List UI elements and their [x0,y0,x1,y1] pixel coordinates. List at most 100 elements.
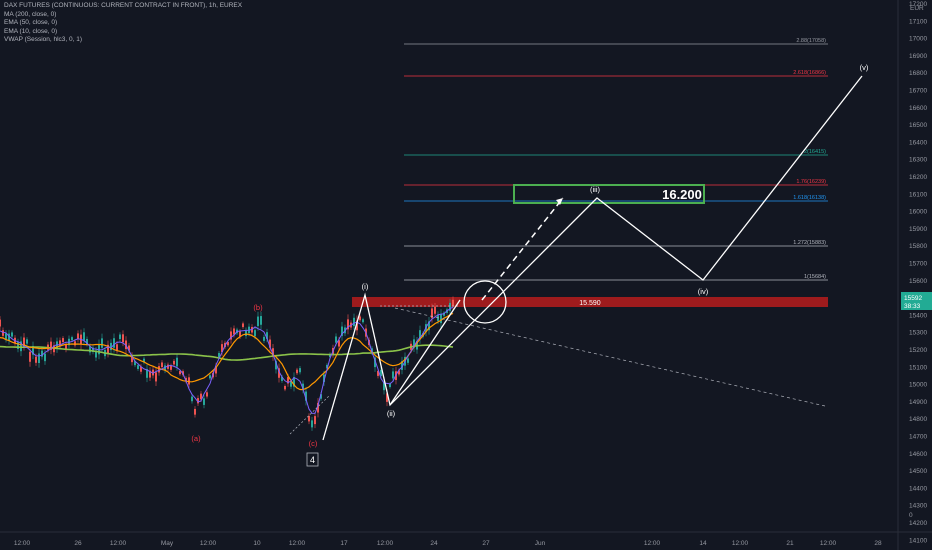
candle-body [239,331,241,337]
legend-ema10[interactable]: EMA (10, close, 0) [4,27,58,35]
candle-body [323,374,325,383]
candle-body [98,344,100,355]
trendline-dashed-small[interactable] [289,394,331,435]
price-axis[interactable]: 17200 17100 17000 16900 16800 16700 16600 16500… [909,1,927,544]
candle-body [335,336,337,343]
price-tick-label: 16500 [909,122,927,129]
legend-ma200[interactable]: MA (200, close, 0) [4,10,57,18]
candle-body [311,420,313,428]
candle-body [209,375,211,379]
candle-body [359,316,361,321]
time-tick-label: 14 [699,540,707,547]
legend-vwap[interactable]: VWAP (Session, hlc3, 0, 1) [4,36,83,44]
fib-level-label: 1.76(16239) [796,179,826,185]
candle-body [413,339,415,348]
candle-body [86,339,88,345]
candle-body [164,365,166,371]
wave-label-ii: (ii) [387,409,396,418]
candle-body [233,328,235,335]
candle-body [269,339,271,348]
candle-body [203,398,205,405]
price-tick-label: 14800 [909,416,927,423]
candle-body [287,377,289,384]
candle-body [194,408,196,415]
trendline-dashed-lower[interactable] [394,307,826,407]
candle-body [143,358,145,363]
time-axis[interactable]: 12:00 26 12:00 May 12:00 10 12:00 17 12:00 24 27 Ju… [14,540,882,547]
last-price-value: 15592 [904,295,922,302]
resistance-zone-label: 15.590 [579,300,601,307]
fib-level-label: 1(15684) [804,274,826,280]
price-tick-label: 16200 [909,174,927,181]
candle-body [74,341,76,346]
candle-body [326,364,328,369]
time-tick-label: 12:00 [644,540,661,547]
arrow-head-icon [556,198,563,205]
time-tick-label: 17 [340,540,348,547]
price-tick-label: 14600 [909,451,927,458]
candle-body [341,326,343,336]
candle-body [317,402,319,413]
time-tick-label: 26 [74,540,82,547]
candle-body [185,377,187,382]
fib-level-label: 2.618(16866) [793,70,826,76]
candle-body [116,344,118,351]
price-tick-label: 14300 [909,503,927,510]
projection-dashed-arrow[interactable] [481,197,564,301]
price-tick-label: 17200 [909,1,927,8]
target-box[interactable] [513,184,705,204]
wave-label-b: (b) [253,303,263,312]
candle-body [107,344,109,354]
candle-body [155,372,157,382]
candle-body [329,353,331,358]
time-tick-label: 24 [430,540,438,547]
candle-body [5,333,7,340]
candle-body [308,415,310,422]
ema10-line [0,306,454,414]
fib-level-label: 2.88(17058) [796,38,826,44]
time-tick-label: 12:00 [200,540,217,547]
candle-body [314,416,316,425]
price-tick-label: 16100 [909,191,927,198]
wave-label-4: 4 [310,455,315,465]
candle-body [188,377,190,385]
fibonacci-levels[interactable]: 2.88(17058) 2.618(16866) 2(16415) 1.76(1623… [404,38,828,281]
resistance-zone[interactable] [352,297,828,307]
candle-body [215,366,217,374]
candle-body [89,346,91,353]
candle-body [77,333,79,340]
candlestick-series [0,296,454,431]
wave-label-iv: (iv) [698,287,709,296]
elliott-wave-path[interactable] [322,75,863,441]
candle-body [197,398,199,404]
candle-body [161,362,163,368]
fib-level-label: 2(16415) [804,149,826,155]
candle-body [278,368,280,378]
candle-body [173,360,175,365]
breakout-circle[interactable] [463,280,507,324]
price-tick-label: 15000 [909,382,927,389]
wave-channel-line[interactable] [389,299,461,406]
time-tick-label: 12:00 [14,540,31,547]
candle-body [374,357,376,368]
price-tick-label: 16900 [909,53,927,60]
candle-body [17,342,19,349]
price-tick-label: 14200 [909,520,927,527]
currency-label: EUR [910,5,924,12]
legend-title[interactable]: DAX FUTURES (CONTINUOUS: CURRENT CONTRAC… [4,2,243,9]
time-tick-label: 21 [786,540,794,547]
candle-body [134,361,136,366]
wave-label-iii: (iii) [590,185,600,194]
candle-body [152,369,154,376]
candle-body [392,371,394,379]
candle-body [383,381,385,391]
last-price-badge [901,292,932,310]
price-tick-label: 16700 [909,88,927,95]
candle-body [23,337,25,347]
legend-ema50[interactable]: EMA (50, close, 0) [4,19,58,27]
candle-body [440,313,442,324]
candle-body [38,353,40,363]
candle-body [347,319,349,330]
candle-body [245,330,247,336]
